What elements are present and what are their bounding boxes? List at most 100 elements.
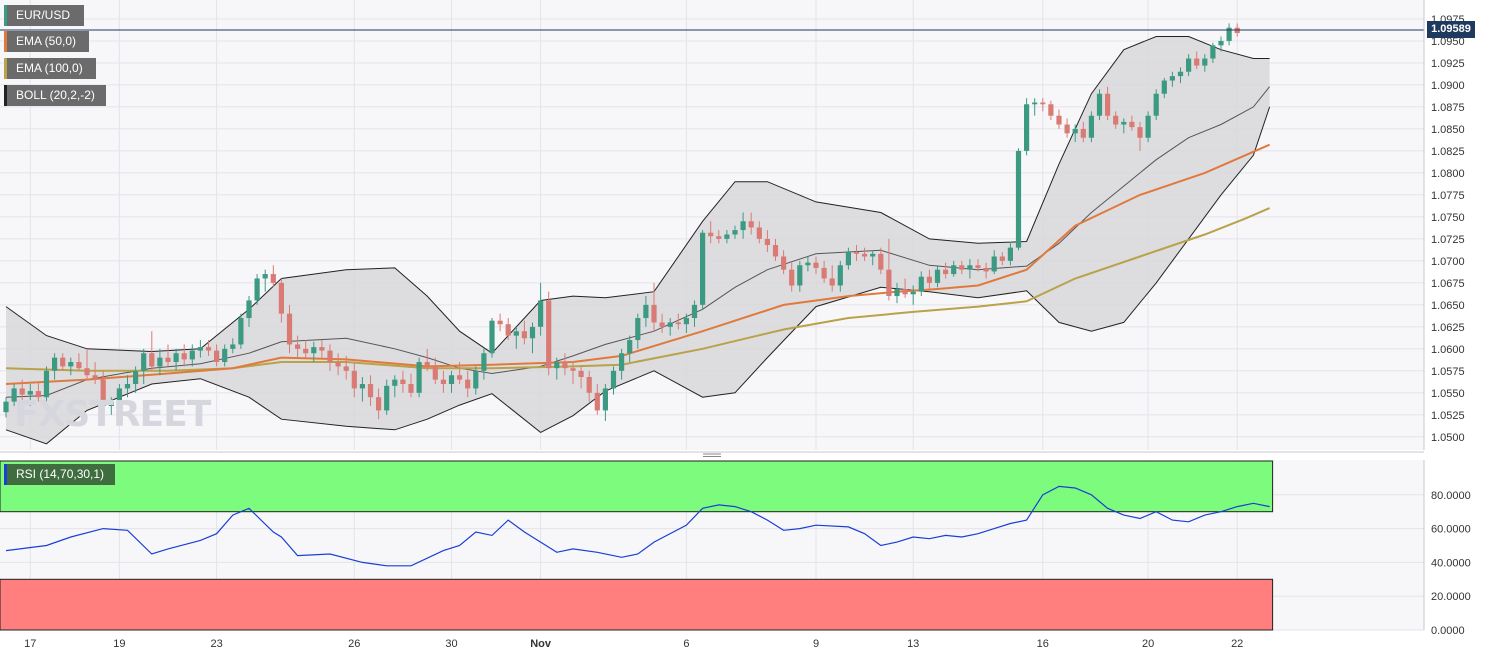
candle (748, 212, 754, 235)
candle (278, 278, 284, 323)
candle (400, 370, 406, 393)
ema-lines (5, 143, 1270, 385)
panel-resize-handle[interactable] (703, 453, 721, 457)
candle (975, 259, 981, 272)
price-tick-label: 1.0700 (1431, 256, 1465, 268)
candle-body (351, 370, 357, 389)
candle-body (951, 265, 957, 275)
price-tick-label: 1.0875 (1431, 102, 1465, 114)
candle-body (230, 344, 236, 349)
candle-body (862, 253, 868, 257)
candle (570, 362, 576, 385)
candle (1129, 115, 1135, 131)
candle-body (100, 379, 106, 407)
rsi-tick-label: 60.0000 (1431, 524, 1471, 536)
candle (465, 370, 471, 398)
candle-body (983, 267, 989, 272)
candle-body (546, 300, 552, 369)
candle-body (238, 318, 244, 345)
candle (311, 341, 317, 363)
candle (52, 353, 58, 380)
candle-body (497, 320, 503, 325)
candle-body (262, 274, 268, 279)
candle (894, 282, 900, 304)
legend-symbol-label: EUR/USD (16, 8, 71, 22)
legend-boll[interactable]: BOLL (20,2,-2) (4, 85, 106, 106)
candle-body (789, 269, 795, 286)
time-tick-label: 20 (1142, 638, 1154, 650)
price-tick-label: 1.0600 (1431, 344, 1465, 356)
candle (1080, 121, 1086, 143)
candle (1105, 86, 1111, 121)
candle-body (748, 221, 754, 228)
candle-body (149, 353, 155, 367)
candle (821, 260, 827, 283)
candle-body (627, 340, 633, 354)
candle (149, 331, 155, 371)
candle-body (837, 265, 843, 286)
candle (238, 313, 244, 349)
candle (343, 355, 349, 380)
candle-body (319, 347, 325, 351)
candle (1113, 111, 1119, 129)
candle (578, 366, 584, 389)
candle-body (1007, 247, 1013, 261)
candle-body (562, 362, 568, 369)
legend-rsi[interactable]: RSI (14,70,30,1) (4, 464, 115, 485)
candle (764, 230, 770, 253)
candle (546, 291, 552, 376)
candle-body (886, 269, 892, 297)
candle-body (845, 252, 851, 266)
price-tick-label: 1.0775 (1431, 190, 1465, 202)
price-tick-label: 1.0500 (1431, 432, 1465, 444)
candle (76, 353, 82, 371)
candle-body (756, 227, 762, 239)
candle (1024, 98, 1030, 156)
time-tick-label: 19 (113, 638, 125, 650)
candle-body (724, 234, 730, 239)
candle (1177, 67, 1184, 84)
candle (635, 313, 641, 349)
candle (124, 375, 131, 398)
candle-body (505, 324, 511, 336)
candle (805, 256, 811, 272)
candle (554, 357, 560, 380)
candle (902, 278, 908, 298)
candle-body (1226, 27, 1232, 41)
candle-body (975, 265, 981, 268)
price-tick-label: 1.0750 (1431, 212, 1465, 224)
candle-body (1056, 115, 1062, 125)
price-tick-label: 1.0725 (1431, 234, 1465, 246)
candle-body (635, 318, 641, 341)
bollinger-upper-line (5, 36, 1270, 354)
candle-body (732, 230, 738, 235)
candle (951, 260, 957, 277)
rsi-line (5, 485, 1270, 567)
time-axis-labels: 17 19 23 26 30 Nov 6 9 13 16 20 22 (24, 638, 1243, 650)
candle (108, 397, 114, 415)
candle (489, 318, 495, 358)
price-tick-label: 1.0900 (1431, 80, 1465, 92)
candle (440, 370, 446, 393)
legend-ema50[interactable]: EMA (50,0) (4, 31, 89, 52)
legend-ema100[interactable]: EMA (100,0) (4, 58, 96, 79)
candle (270, 265, 276, 288)
candle-body (214, 350, 220, 363)
candle (1096, 89, 1103, 121)
candle (1040, 98, 1046, 112)
time-tick-label: 16 (1037, 638, 1049, 650)
candle (610, 366, 617, 395)
candle (230, 338, 236, 354)
candle-body (416, 362, 422, 393)
candle-body (538, 300, 544, 327)
candle (424, 348, 430, 371)
candle-body (335, 362, 341, 367)
legend-symbol[interactable]: EUR/USD (4, 5, 84, 26)
candle-body (610, 370, 617, 389)
candle (756, 221, 762, 244)
candle (448, 370, 455, 393)
candle-body (1169, 76, 1175, 81)
candle-body (967, 265, 973, 270)
price-tick-label: 1.0650 (1431, 300, 1465, 312)
